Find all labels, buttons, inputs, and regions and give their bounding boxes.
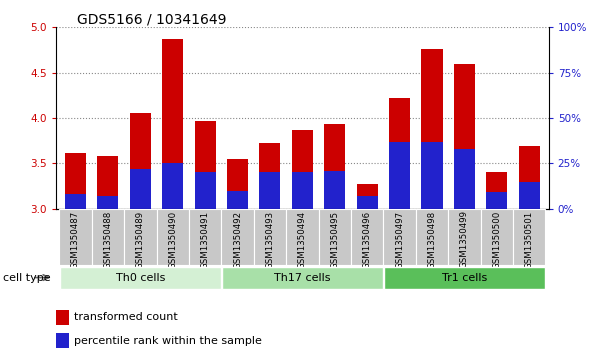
Bar [324,124,345,209]
Bar [189,209,221,265]
Bar [292,172,313,209]
Bar [448,209,481,265]
Text: GDS5166 / 10341649: GDS5166 / 10341649 [77,13,226,27]
Text: GSM1350497: GSM1350497 [395,211,404,269]
Bar [454,64,475,209]
Bar [130,113,151,209]
Text: GSM1350500: GSM1350500 [492,211,502,269]
Bar [384,267,545,289]
Text: GSM1350498: GSM1350498 [428,211,437,269]
Text: GSM1350499: GSM1350499 [460,211,469,268]
Text: Th0 cells: Th0 cells [116,273,165,282]
Bar [519,146,540,209]
Text: GSM1350494: GSM1350494 [298,211,307,269]
Bar [260,172,280,209]
Bar [91,209,124,265]
Bar [221,209,254,265]
Bar [227,159,248,209]
Text: GSM1350501: GSM1350501 [525,211,534,269]
Bar [260,143,280,209]
Text: GSM1350495: GSM1350495 [330,211,339,269]
Bar [416,209,448,265]
Text: GSM1350493: GSM1350493 [266,211,274,269]
Bar [513,209,546,265]
Bar [357,184,378,209]
Bar [389,98,410,209]
Text: Th17 cells: Th17 cells [274,273,330,282]
Bar [421,49,442,209]
Bar [292,130,313,209]
Bar [519,182,540,209]
Text: GSM1350491: GSM1350491 [201,211,209,269]
Text: Tr1 cells: Tr1 cells [442,273,487,282]
Text: GSM1350496: GSM1350496 [363,211,372,269]
Bar [195,172,216,209]
Bar [319,209,351,265]
Bar [59,209,91,265]
Text: GSM1350492: GSM1350492 [233,211,242,269]
Bar [97,196,119,209]
Bar [227,191,248,209]
Bar [222,267,383,289]
Text: GSM1350487: GSM1350487 [71,211,80,269]
Bar [254,209,286,265]
Bar [60,267,221,289]
Bar [351,209,384,265]
Bar [389,142,410,209]
Bar [65,153,86,209]
Bar [454,149,475,209]
Bar [384,209,416,265]
Bar [421,142,442,209]
Bar [324,171,345,209]
Bar [357,196,378,209]
Bar [481,209,513,265]
Bar [195,121,216,209]
Bar [486,192,507,209]
Text: GSM1350489: GSM1350489 [136,211,145,269]
Bar [65,194,86,209]
Bar [97,156,119,209]
Bar [486,172,507,209]
Bar [162,39,183,209]
Text: GSM1350488: GSM1350488 [103,211,113,269]
Bar [130,169,151,209]
Text: percentile rank within the sample: percentile rank within the sample [74,336,261,346]
Bar [124,209,156,265]
Text: GSM1350490: GSM1350490 [168,211,177,269]
Bar [286,209,319,265]
Text: transformed count: transformed count [74,312,178,322]
Bar [156,209,189,265]
Bar [162,163,183,209]
Text: cell type: cell type [3,273,51,283]
